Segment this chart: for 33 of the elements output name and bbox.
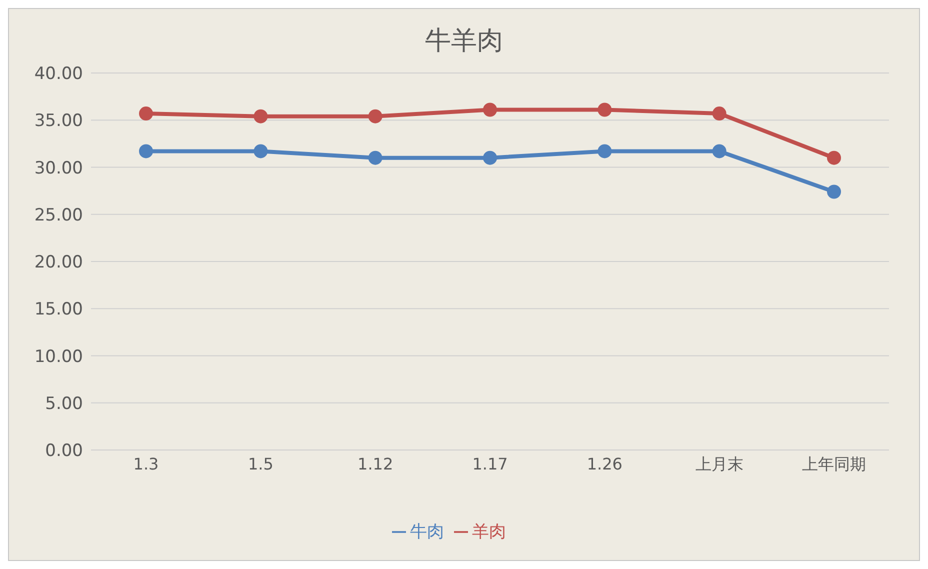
legend-label: 牛肉: [410, 522, 444, 542]
y-tick-label: 0.00: [45, 441, 83, 462]
point: [368, 109, 382, 124]
y-tick-label: 20.00: [34, 252, 83, 273]
y-tick-label: 30.00: [34, 158, 83, 178]
x-tick-label: 1.3: [133, 454, 159, 474]
y-tick-label: 40.00: [34, 64, 83, 84]
point: [483, 102, 497, 117]
point: [712, 144, 726, 158]
point: [483, 150, 497, 165]
x-tick-label: 1.12: [358, 454, 394, 474]
point: [827, 184, 841, 199]
point: [254, 144, 268, 158]
point: [368, 150, 382, 165]
y-tick-label: 15.00: [34, 300, 83, 320]
legend-label: 羊肉: [472, 522, 506, 542]
point: [712, 106, 726, 121]
x-tick-label: 上年同期: [802, 454, 866, 474]
y-tick-label: 5.00: [45, 394, 83, 414]
y-tick-label: 10.00: [34, 346, 83, 367]
x-tick-label: 1.26: [586, 454, 622, 474]
point: [139, 144, 153, 158]
chart-title: 牛羊肉: [424, 25, 504, 58]
x-tick-label: 上月末: [695, 454, 744, 474]
point: [254, 109, 268, 124]
y-tick-label: 25.00: [34, 205, 83, 226]
point: [139, 106, 153, 121]
point: [598, 102, 612, 117]
x-tick-label: 1.5: [248, 454, 274, 474]
point: [598, 144, 612, 158]
y-tick-label: 35.00: [34, 111, 83, 132]
point: [827, 150, 841, 165]
x-tick-label: 1.17: [472, 454, 508, 474]
